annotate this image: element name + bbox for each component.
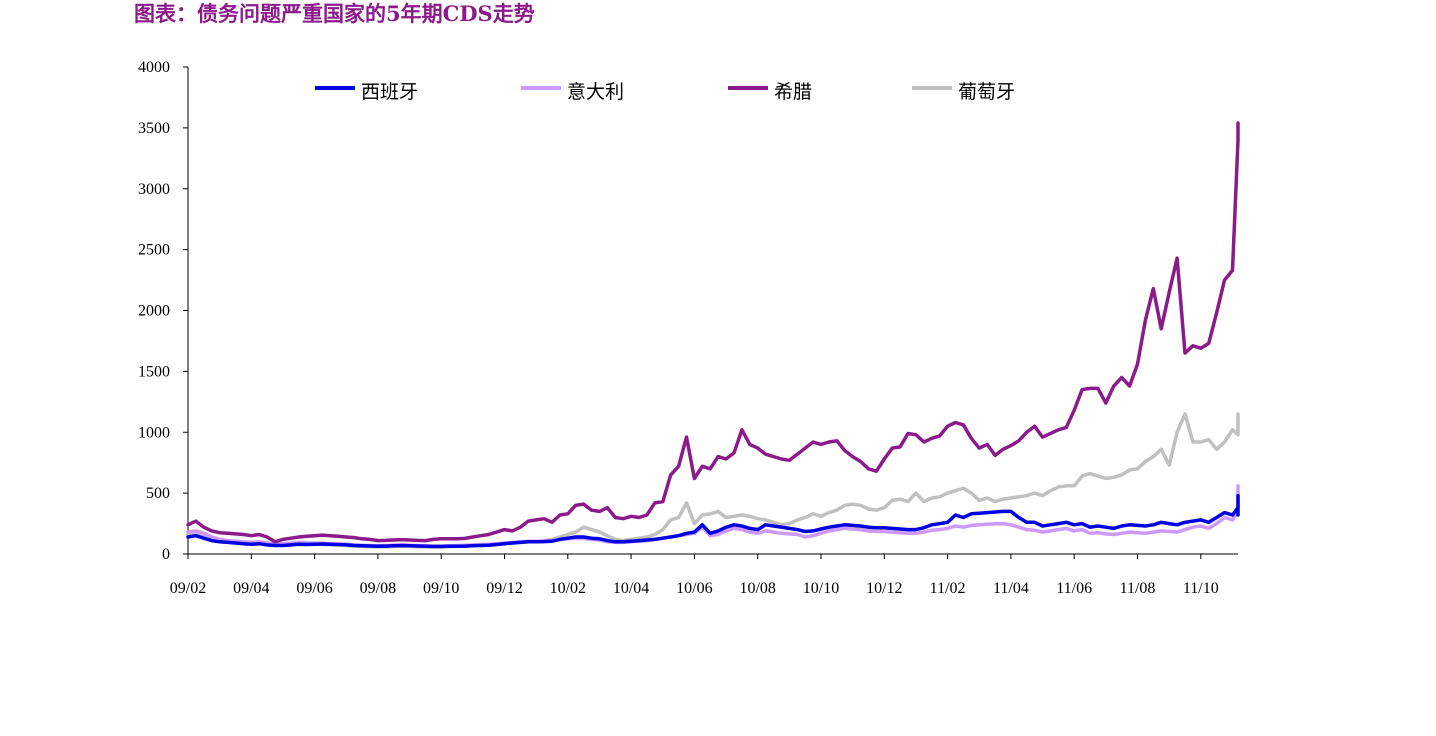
legend-label: 意大利	[567, 81, 624, 103]
series-line-portugal	[186, 412, 1240, 549]
x-tick-label: 10/10	[803, 580, 839, 597]
x-tick-label: 10/06	[676, 580, 712, 597]
x-tick-label: 10/08	[739, 580, 775, 597]
x-tick-label: 09/02	[170, 580, 206, 597]
x-tick-label: 11/06	[1056, 580, 1092, 597]
y-tick-label: 500	[146, 485, 170, 502]
y-tick-label: 2000	[138, 303, 170, 320]
x-tick-label: 11/02	[930, 580, 966, 597]
x-tick-label: 09/06	[296, 580, 332, 597]
legend-item-italy: 意大利	[521, 81, 624, 103]
y-tick-label: 1000	[138, 424, 170, 441]
y-tick-label: 3500	[138, 120, 170, 137]
y-tick-label: 3000	[138, 181, 170, 198]
series-line-spain	[186, 493, 1240, 549]
legend-label: 西班牙	[361, 81, 418, 103]
legend-item-spain: 西班牙	[315, 81, 418, 103]
y-axis-ticks: 0 500 1000 1500 2000 2500 3000 3500 4000	[138, 59, 188, 563]
legend-item-greece: 希腊	[728, 81, 812, 103]
x-tick-label: 09/04	[233, 580, 269, 597]
x-tick-label: 11/08	[1120, 580, 1156, 597]
y-tick-label: 0	[162, 546, 170, 563]
legend: 西班牙 意大利 希腊 葡萄牙	[315, 81, 1015, 103]
x-tick-label: 09/08	[360, 580, 396, 597]
x-tick-label: 10/12	[866, 580, 902, 597]
x-axis-ticks: 09/02 09/04 09/06 09/08 09/10 09/12 10/02 10/04…	[170, 554, 1219, 597]
y-tick-label: 4000	[138, 59, 170, 76]
legend-item-portugal: 葡萄牙	[912, 81, 1015, 103]
y-tick-label: 2500	[138, 242, 170, 259]
x-tick-label: 09/10	[423, 580, 459, 597]
x-tick-label: 10/04	[613, 580, 649, 597]
y-tick-label: 1500	[138, 363, 170, 380]
series-line-greece	[186, 121, 1240, 544]
series-lines	[186, 121, 1240, 549]
chart-title: 图表：债务问题严重国家的5年期CDS走势	[134, 1, 535, 26]
x-tick-label: 11/10	[1183, 580, 1219, 597]
x-tick-label: 11/04	[993, 580, 1029, 597]
x-tick-label: 09/12	[486, 580, 522, 597]
legend-label: 葡萄牙	[958, 81, 1015, 103]
legend-label: 希腊	[774, 81, 812, 103]
axes	[187, 67, 1238, 555]
x-tick-label: 10/02	[550, 580, 586, 597]
